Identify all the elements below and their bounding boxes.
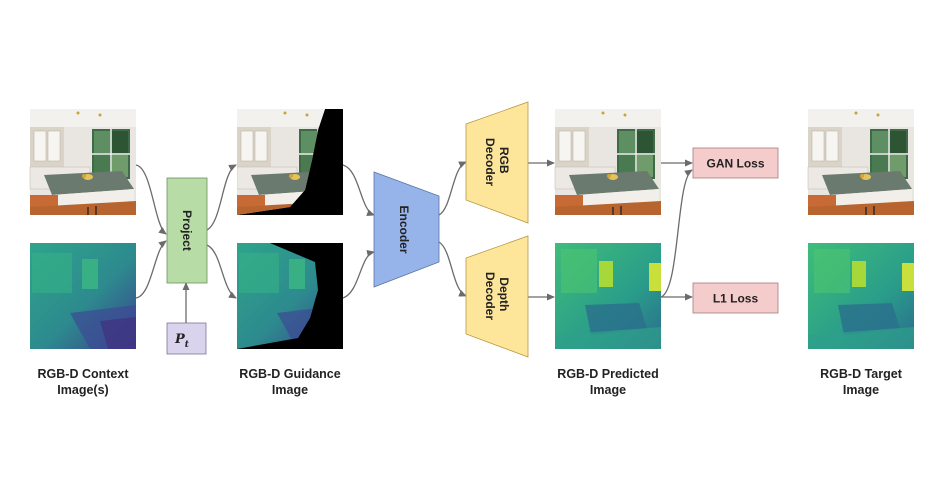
- target-rgb-image: [807, 108, 915, 216]
- context-rgb-image: [29, 108, 137, 216]
- predicted-caption-line1: RGB-D Predicted: [557, 367, 659, 381]
- depth-decoder-label: Depth Decoder: [483, 272, 511, 320]
- guidance-caption-line1: RGB-D Guidance: [239, 367, 341, 381]
- gan-loss-label: GAN Loss: [706, 157, 764, 171]
- target-depth-image: [808, 243, 914, 349]
- guidance-rgb-image: [237, 109, 343, 215]
- predicted-caption-line2: Image: [589, 383, 627, 397]
- target-caption-line2: Image: [842, 383, 880, 397]
- rgb-decoder-block: [465, 101, 529, 224]
- project-block: [166, 177, 208, 284]
- target-caption-line1: RGB-D Target: [820, 367, 902, 381]
- predicted-depth-image: [555, 243, 661, 349]
- guidance-caption-line2: Image: [271, 383, 309, 397]
- gan-loss-block: [692, 147, 779, 179]
- l1-loss-label: L1 Loss: [713, 292, 759, 306]
- target-caption: RGB-D Target Image: [792, 366, 930, 398]
- encoder-block: [373, 171, 440, 288]
- l1-loss-block: [692, 282, 779, 314]
- context-caption-line2: Image(s): [57, 383, 109, 397]
- depth-decoder-block: [465, 235, 529, 358]
- pose-label: Pt: [174, 332, 190, 350]
- project-label: Project: [180, 210, 194, 251]
- context-caption: RGB-D Context Image(s): [15, 366, 151, 398]
- pose-box: [166, 322, 207, 355]
- encoder-label: Encoder: [397, 205, 411, 253]
- predicted-caption: RGB-D Predicted Image: [538, 366, 678, 398]
- context-caption-line1: RGB-D Context: [37, 367, 129, 381]
- guidance-depth-image: [237, 243, 343, 349]
- predicted-rgb-image: [554, 108, 662, 216]
- rgb-decoder-label: RGB Decoder: [483, 138, 511, 186]
- flow-arrows: [135, 159, 693, 323]
- context-depth-image: [30, 243, 136, 349]
- guidance-caption: RGB-D Guidance Image: [220, 366, 360, 398]
